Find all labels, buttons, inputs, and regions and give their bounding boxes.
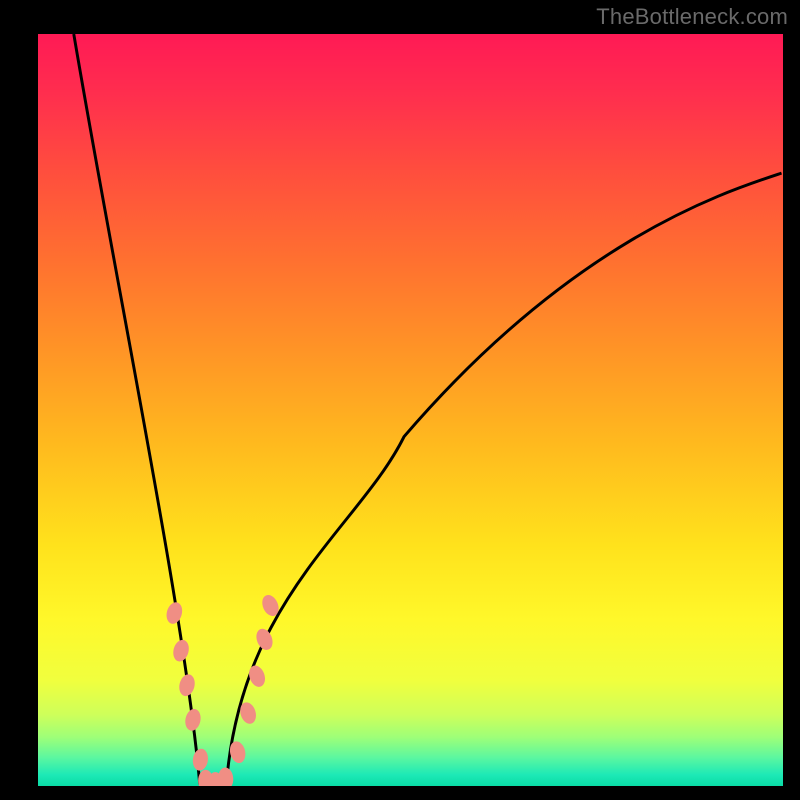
chart-frame: TheBottleneck.com (0, 0, 800, 800)
plot-area (38, 34, 783, 786)
data-marker (246, 663, 268, 689)
watermark-text: TheBottleneck.com (596, 4, 788, 30)
data-marker (253, 626, 275, 652)
bottleneck-curve-path (74, 34, 782, 783)
data-marker (191, 748, 209, 772)
data-marker (164, 600, 184, 625)
data-marker (183, 707, 202, 732)
data-marker (171, 638, 191, 663)
bottleneck-curve (38, 34, 783, 786)
data-marker (217, 767, 234, 786)
data-marker (177, 673, 197, 698)
